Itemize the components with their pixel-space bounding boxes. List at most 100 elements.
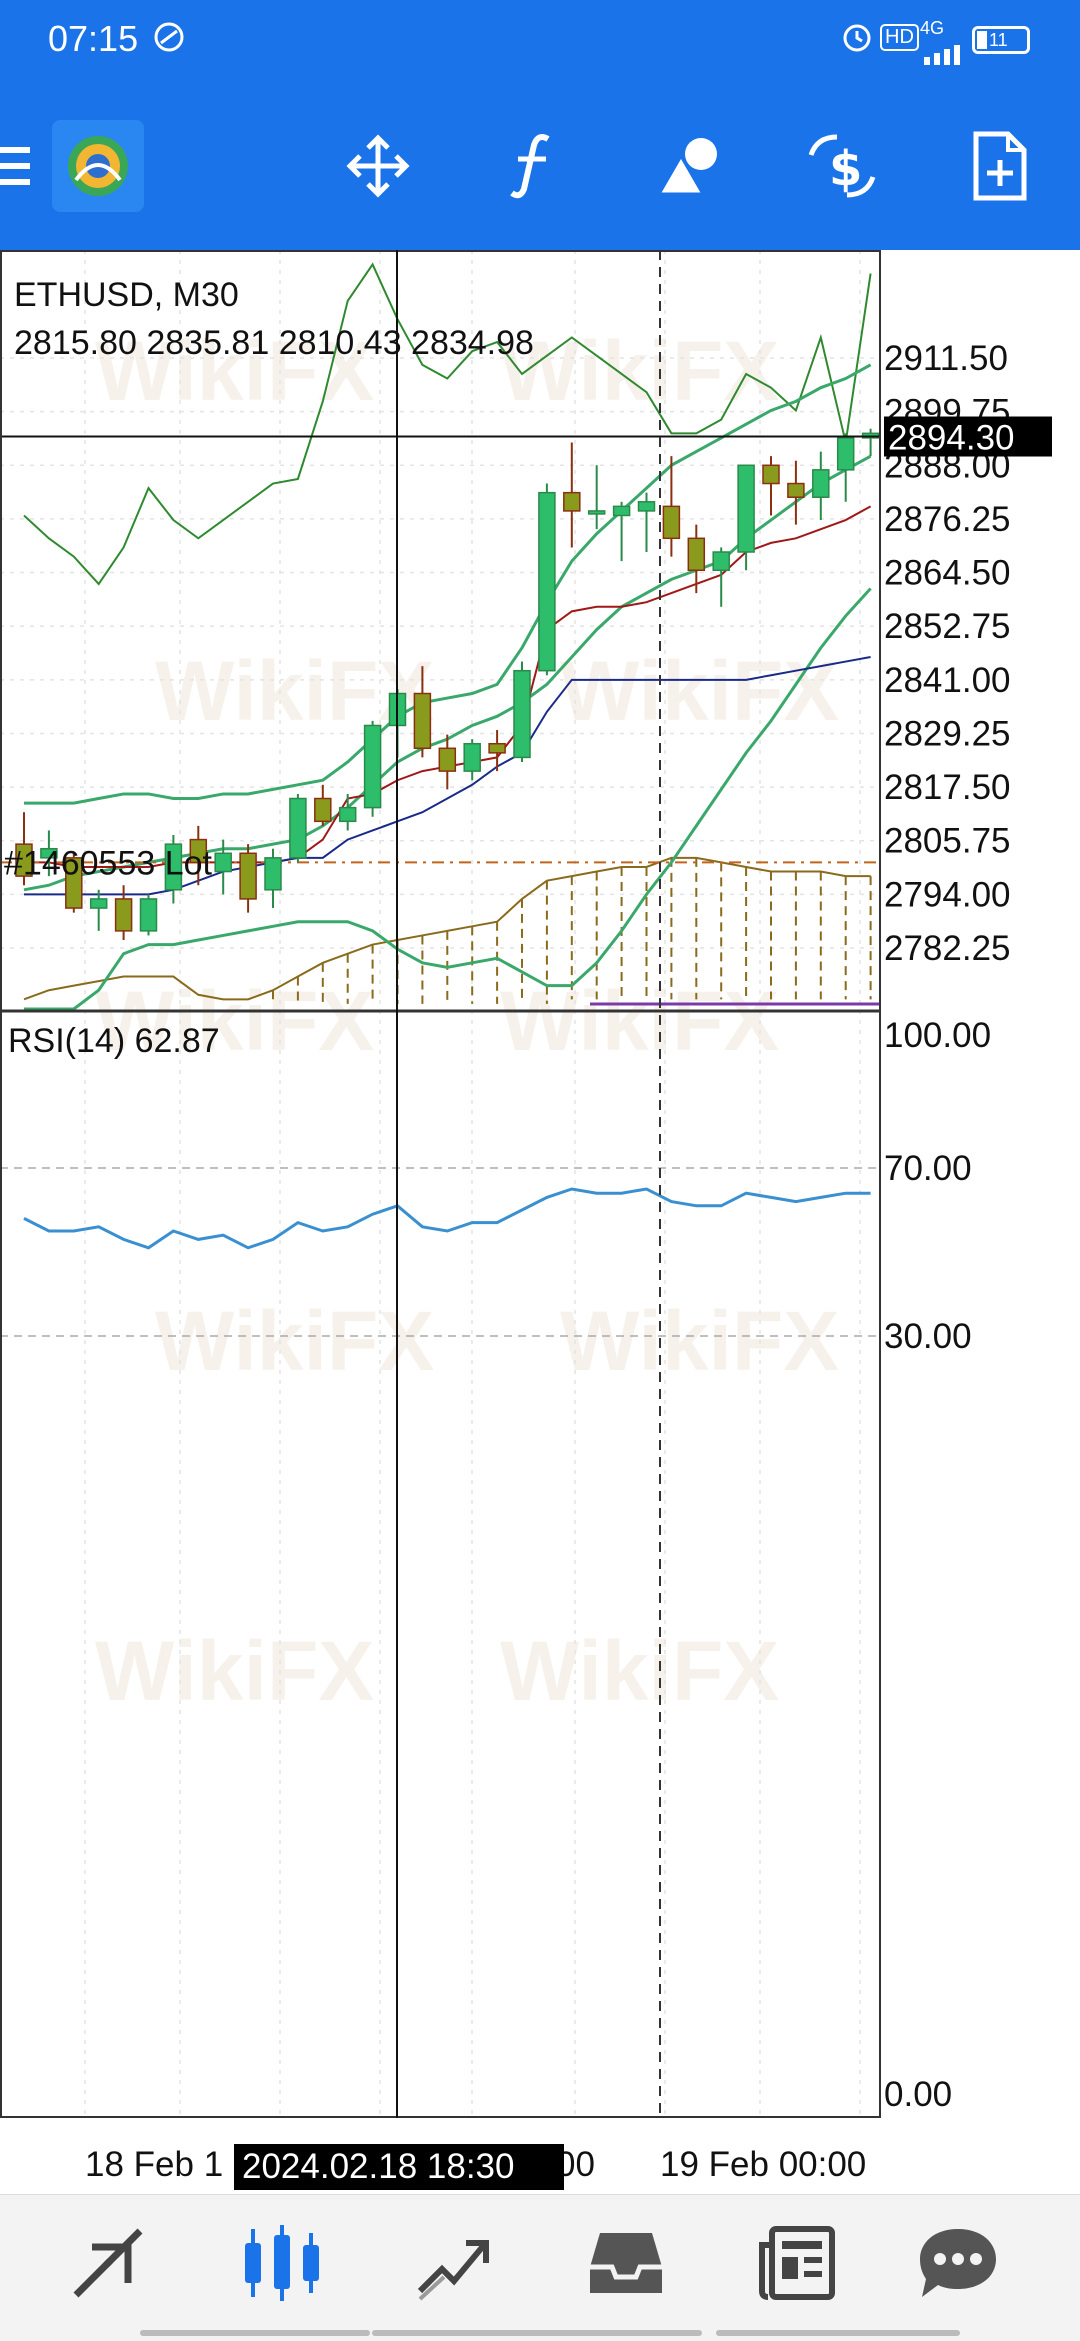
candle-body bbox=[787, 482, 805, 498]
watermark-text: WikiFX bbox=[95, 1624, 374, 1718]
candle-body bbox=[413, 692, 432, 750]
candle-body bbox=[89, 898, 108, 909]
price-axis: 2911.502899.752888.002876.252864.502852.… bbox=[0, 339, 1052, 2184]
history-icon[interactable] bbox=[576, 2213, 676, 2313]
watermark-text: WikiFX bbox=[155, 1294, 434, 1388]
nav-indicator bbox=[140, 2330, 370, 2336]
status-bar: 07:15 HD 4G 11 bbox=[0, 0, 1080, 84]
candle-body bbox=[587, 510, 606, 515]
hd-badge: HD bbox=[880, 24, 919, 51]
chart-icon[interactable] bbox=[232, 2213, 332, 2313]
rsi-tick-label: 70.00 bbox=[884, 1149, 972, 1188]
candle-body bbox=[836, 437, 855, 471]
candle-body bbox=[15, 843, 33, 877]
svg-text:$: $ bbox=[829, 141, 862, 197]
network-type: 4G bbox=[920, 18, 945, 38]
rsi-tick-label: 100.00 bbox=[884, 1016, 991, 1055]
trade-line-label: #1460553 Lot bbox=[4, 844, 213, 882]
crosshair-move-icon[interactable] bbox=[336, 124, 420, 208]
crosshair-time-box bbox=[234, 2144, 564, 2190]
candle-body bbox=[612, 505, 631, 517]
candle-body bbox=[289, 797, 307, 859]
current-price-box bbox=[884, 416, 1052, 457]
watermarks: WikiFX WikiFX WikiFX WikiFX WikiFX WikiFX Wiki… bbox=[95, 324, 839, 1718]
metatrader-logo[interactable] bbox=[52, 120, 144, 212]
new-order-icon[interactable] bbox=[958, 124, 1042, 208]
price-chart[interactable]: WikiFX WikiFX WikiFX WikiFX WikiFX WikiFX Wiki… bbox=[0, 250, 1080, 2194]
crosshair-overlay: 2024.02.18 18:30 ETHUSD, M30 2815.80 2835.… bbox=[4, 250, 661, 2190]
candle-body bbox=[438, 747, 457, 772]
candle-body bbox=[662, 505, 681, 540]
status-time: 07:15 bbox=[48, 18, 139, 59]
price-tick-label: 2852.75 bbox=[884, 607, 1011, 646]
current-price-label: 2894.30 bbox=[888, 419, 1015, 458]
price-tick-label: 2911.50 bbox=[884, 339, 1008, 378]
rsi-tick-label: 30.00 bbox=[884, 1317, 972, 1356]
bollinger-lower-line bbox=[24, 587, 872, 1011]
messages-icon[interactable] bbox=[908, 2213, 1008, 2313]
watermark-text: WikiFX bbox=[560, 1294, 839, 1388]
rsi-tick-label: 0.00 bbox=[884, 2075, 952, 2114]
candle-body bbox=[812, 469, 830, 498]
candle-body bbox=[513, 669, 531, 759]
candle-body bbox=[189, 838, 208, 864]
grid-lines bbox=[0, 250, 880, 2118]
quotes-icon[interactable] bbox=[60, 2213, 160, 2313]
plot-border bbox=[0, 250, 881, 2118]
candle-body bbox=[463, 742, 481, 772]
watermark-text: WikiFX bbox=[500, 974, 779, 1068]
price-tick-label: 2817.50 bbox=[884, 768, 1011, 807]
rsi-label: RSI(14) 62.87 bbox=[8, 1022, 220, 1060]
data-saver-icon bbox=[152, 20, 186, 62]
chart-toolbar: $ bbox=[0, 84, 1080, 250]
cloud-top-line bbox=[23, 856, 871, 1001]
watermark-text: WikiFX bbox=[95, 324, 374, 418]
news-icon[interactable] bbox=[748, 2213, 848, 2313]
function-icon[interactable] bbox=[492, 124, 576, 208]
watermark-text: WikiFX bbox=[155, 644, 434, 738]
battery-level: 11 bbox=[989, 30, 1008, 50]
candle-body bbox=[363, 724, 382, 809]
candle-body bbox=[737, 464, 755, 553]
alarm-icon bbox=[840, 20, 874, 62]
candle-body bbox=[65, 857, 83, 909]
candle-body bbox=[563, 491, 581, 512]
watermark-text: WikiFX bbox=[560, 644, 839, 738]
price-tick-label: 2829.25 bbox=[884, 714, 1011, 753]
nav-indicator bbox=[716, 2330, 960, 2336]
candles bbox=[15, 428, 880, 941]
watermark-text: WikiFX bbox=[500, 1624, 779, 1718]
watermark-text: WikiFX bbox=[95, 974, 374, 1068]
battery-icon: 11 bbox=[972, 26, 1030, 54]
candle-body bbox=[687, 537, 706, 572]
candle-body bbox=[239, 852, 257, 900]
time-tick-label: 18 Feb 1 bbox=[85, 2145, 223, 2184]
menu-icon[interactable] bbox=[0, 124, 64, 208]
dollar-exchange-icon[interactable]: $ bbox=[800, 124, 884, 208]
symbol-label: ETHUSD, M30 bbox=[14, 276, 239, 314]
moving-average-long-line bbox=[24, 656, 871, 896]
signal-icon bbox=[922, 38, 966, 73]
candle-body bbox=[762, 464, 780, 485]
price-tick-label: 2782.25 bbox=[884, 929, 1011, 968]
candle-body bbox=[264, 857, 282, 891]
candle-body bbox=[164, 843, 183, 891]
ichimoku-cloud bbox=[23, 856, 880, 1006]
shapes-icon[interactable] bbox=[648, 124, 732, 208]
ohlc-label: 2815.80 2835.81 2810.43 2834.98 bbox=[14, 324, 534, 362]
candle-body bbox=[214, 852, 232, 873]
watermark-text: WikiFX bbox=[500, 324, 779, 418]
candle-body bbox=[488, 742, 506, 754]
price-tick-label: 2794.00 bbox=[884, 875, 1011, 914]
envelope-upper-line bbox=[23, 262, 872, 586]
time-tick-label: 19 Feb 00:00 bbox=[660, 2145, 866, 2184]
price-tick-label: 2864.50 bbox=[884, 554, 1011, 593]
trade-icon[interactable] bbox=[404, 2213, 504, 2313]
price-tick-label: 2805.75 bbox=[884, 822, 1011, 861]
candle-body bbox=[637, 501, 656, 512]
candle-body bbox=[712, 551, 730, 572]
price-tick-label: 2841.00 bbox=[884, 661, 1011, 700]
chart-area[interactable]: WikiFX WikiFX WikiFX WikiFX WikiFX WikiFX Wiki… bbox=[0, 250, 1080, 2194]
candle-body bbox=[139, 898, 158, 932]
bollinger-middle-line bbox=[24, 363, 872, 805]
